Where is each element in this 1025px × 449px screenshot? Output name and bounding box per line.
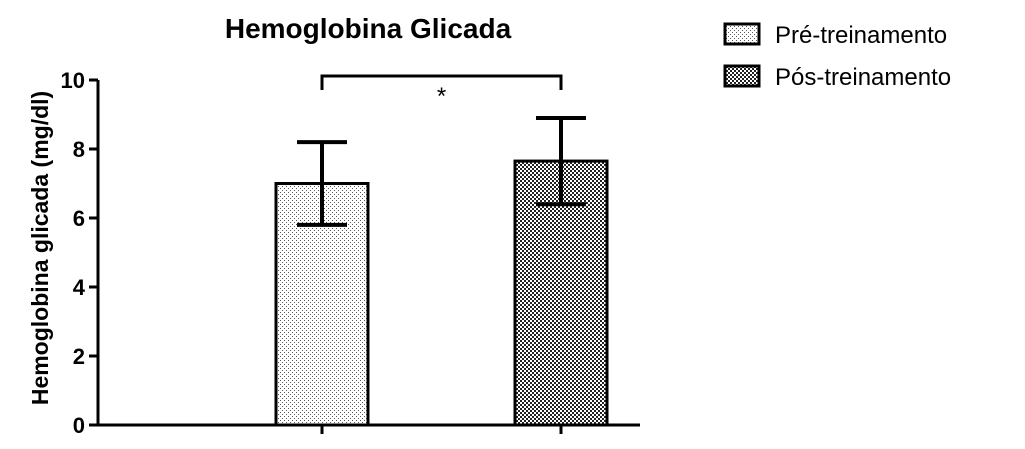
legend-swatch bbox=[723, 22, 761, 46]
y-tick-label: 2 bbox=[73, 344, 85, 369]
significance-bracket: * bbox=[320, 74, 563, 110]
y-tick-label: 0 bbox=[73, 413, 85, 438]
legend-label: Pós-treinamento bbox=[775, 64, 951, 91]
legend-label: Pré-treinamento bbox=[775, 22, 947, 49]
legend: Pré-treinamento Pós-treinamento bbox=[723, 22, 951, 91]
y-axis: 0 2 4 6 8 10 bbox=[61, 68, 100, 438]
significance-line bbox=[320, 74, 563, 90]
y-tick-label: 8 bbox=[73, 137, 85, 162]
legend-swatch bbox=[723, 64, 761, 88]
y-tick-label: 10 bbox=[61, 68, 85, 93]
bars bbox=[274, 159, 609, 427]
significance-marker: * bbox=[437, 83, 446, 110]
chart-title: Hemoglobina Glicada bbox=[225, 13, 512, 44]
y-axis-label: Hemoglobina glicada (mg/dl) bbox=[27, 91, 53, 405]
y-tick-label: 4 bbox=[73, 275, 86, 300]
error-bars bbox=[297, 115, 586, 227]
y-tick-label: 6 bbox=[73, 206, 85, 231]
